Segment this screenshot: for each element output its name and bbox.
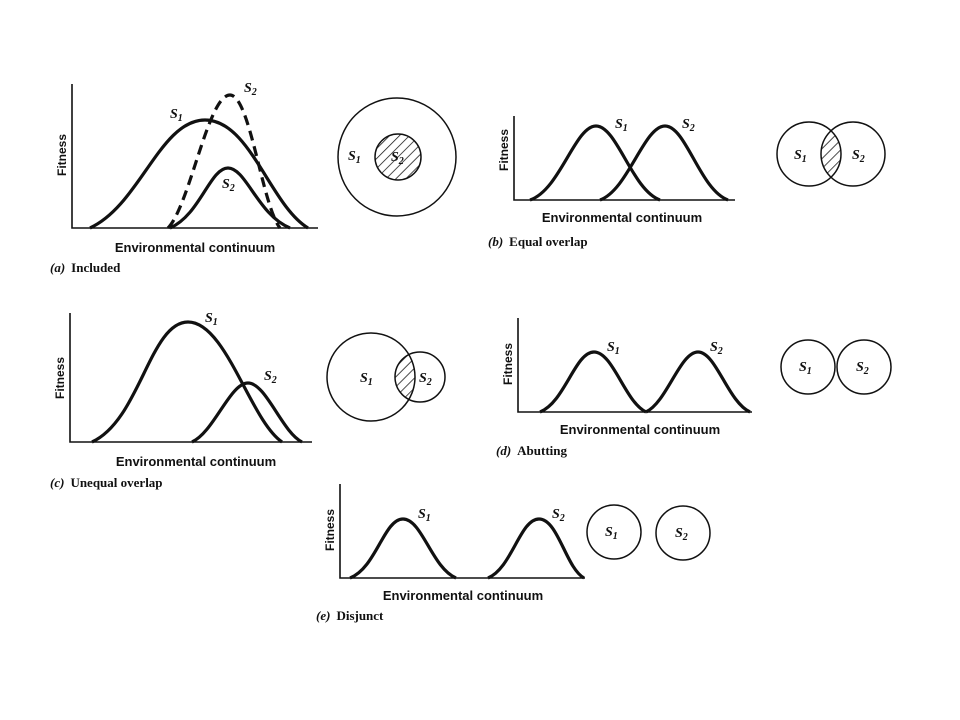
panel-c-venn-label-s2: S2 (419, 371, 432, 388)
panel-c: Fitness Environmental continuum S1 S2 (c… (50, 311, 446, 490)
panel-c-circle-s2 (394, 351, 446, 403)
panel-c-label-s1: S1 (205, 311, 218, 328)
panel-b-caption: (b) Equal overlap (488, 234, 588, 249)
panel-e-venn-label-s2: S2 (675, 526, 688, 543)
panel-a-venn-label-s1: S1 (348, 149, 361, 166)
panel-a-circle-s2 (374, 133, 422, 181)
panel-e-circle-s2 (655, 505, 711, 561)
panel-c-xlabel: Environmental continuum (116, 454, 276, 469)
panel-c-label-s2: S2 (264, 369, 277, 386)
panel-b-venn: S1 S2 (776, 121, 886, 187)
panel-b-label-s2: S2 (682, 117, 695, 134)
panel-d-label-s1: S1 (607, 340, 620, 357)
panel-a-xlabel: Environmental continuum (115, 240, 275, 255)
panel-b-circle-s2 (820, 121, 886, 187)
panel-d: Fitness Environmental continuum S1 S2 (d… (496, 318, 892, 458)
panel-a: Fitness Environmental continuum S1 S2 S2… (50, 81, 457, 275)
panel-d-label-s2: S2 (710, 340, 723, 357)
panel-a-label-s2: S2 (222, 177, 235, 194)
panel-a-venn: S1 S2 (337, 97, 457, 217)
panel-a-venn-label-s2: S2 (391, 150, 404, 167)
panel-a-axes (71, 84, 318, 229)
panel-e-circle-s1 (586, 504, 642, 560)
panel-b-curve-s2 (599, 124, 729, 202)
panel-e-caption: (e) Disjunct (316, 608, 384, 623)
panel-c-curve-s2 (191, 381, 303, 444)
panel-d-curve-s2 (645, 350, 751, 414)
panel-e-ylabel: Fitness (323, 509, 337, 551)
panel-c-axes (69, 313, 312, 443)
panel-e-curve-s1 (349, 517, 457, 580)
panel-e: Fitness Environmental continuum S1 S2 (e… (316, 484, 711, 623)
panel-b-xlabel: Environmental continuum (542, 210, 702, 225)
panel-c-overlap (395, 352, 415, 402)
panel-c-circle-s1 (326, 332, 416, 422)
panel-a-curve-s2-dashed (166, 93, 282, 230)
panel-d-caption: (d) Abutting (496, 443, 568, 458)
panel-e-label-s1: S1 (418, 507, 431, 524)
panel-e-venn-label-s1: S1 (605, 525, 618, 542)
panel-e-curve-s2 (487, 517, 585, 580)
panel-b-label-s1: S1 (615, 117, 628, 134)
panel-b-axes (513, 116, 735, 201)
panel-d-venn: S1 S2 (780, 339, 892, 395)
panel-a-curve-s1 (89, 118, 309, 230)
panel-c-curve-s1 (91, 320, 283, 444)
panel-b-curve-s1 (529, 124, 661, 202)
panel-e-venn: S1 S2 (586, 504, 711, 561)
panel-c-venn-label-s1: S1 (360, 371, 373, 388)
panel-b-venn-label-s1: S1 (794, 148, 807, 165)
panel-a-curve-s2 (169, 166, 291, 230)
panel-b-venn-label-s2: S2 (852, 148, 865, 165)
panel-a-label-s1: S1 (170, 107, 183, 124)
panel-c-ylabel: Fitness (53, 357, 67, 399)
panel-a-ylabel: Fitness (55, 134, 69, 176)
panel-d-xlabel: Environmental continuum (560, 422, 720, 437)
panel-a-circle-s1 (337, 97, 457, 217)
panel-b: Fitness Environmental continuum S1 S2 (b… (488, 116, 886, 249)
panel-e-axes (339, 484, 585, 579)
panel-a-label-s2-dashed: S2 (244, 81, 257, 98)
panel-d-circle-s1 (780, 339, 836, 395)
panel-d-circle-s2 (836, 339, 892, 395)
panel-e-label-s2: S2 (552, 507, 565, 524)
panel-b-ylabel: Fitness (497, 129, 511, 171)
panel-d-ylabel: Fitness (501, 343, 515, 385)
panel-d-venn-label-s1: S1 (799, 360, 812, 377)
panel-d-curve-s1 (539, 350, 647, 414)
panel-e-xlabel: Environmental continuum (383, 588, 543, 603)
panel-a-caption: (a) Included (50, 260, 121, 275)
panel-c-venn: S1 S2 (326, 332, 446, 422)
panel-b-circle-s1 (776, 121, 842, 187)
panel-c-caption: (c) Unequal overlap (50, 475, 163, 490)
panel-d-venn-label-s2: S2 (856, 360, 869, 377)
panel-d-axes (517, 318, 752, 413)
